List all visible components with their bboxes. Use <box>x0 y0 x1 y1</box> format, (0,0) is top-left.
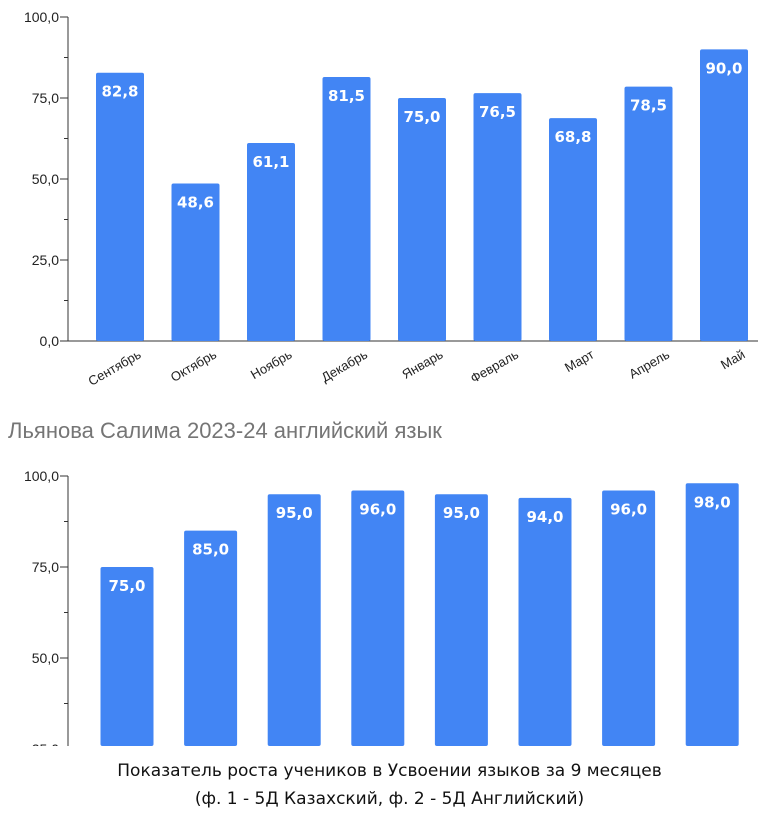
y-tick-label: 75,0 <box>32 559 59 575</box>
data-label: 94,0 <box>526 508 563 526</box>
data-label: 48,6 <box>177 194 214 212</box>
data-label: 75,0 <box>403 108 440 126</box>
x-tick-label: Сентябрь <box>86 346 144 388</box>
x-tick-label: Май <box>718 347 748 373</box>
bar <box>398 98 446 341</box>
data-label: 81,5 <box>328 87 365 105</box>
y-tick-label: 50,0 <box>32 171 59 187</box>
bar <box>267 494 321 746</box>
data-label: 96,0 <box>610 501 647 519</box>
bar <box>351 490 405 746</box>
chart-2: 25,0 50,0 75,0 100,0 75,0 85,0 95,0 96,0 95,0 94,… <box>24 468 739 746</box>
x-tick-label: Январь <box>399 346 445 381</box>
y-tick-label: 25,0 <box>32 741 59 746</box>
caption-line-1: Показатель роста учеников в Усвоении язы… <box>117 761 662 781</box>
data-label: 75,0 <box>108 577 145 595</box>
bar <box>685 483 739 746</box>
y-tick-label: 50,0 <box>32 650 59 666</box>
x-tick-label: Февраль <box>468 346 521 386</box>
bar <box>322 76 371 341</box>
bar <box>247 143 295 341</box>
x-tick-label: Апрель <box>626 347 672 382</box>
x-tick-label: Октябрь <box>168 346 219 384</box>
y-tick-label: 25,0 <box>32 252 59 268</box>
bar <box>624 86 673 341</box>
data-label: 76,5 <box>479 103 516 121</box>
data-label: 96,0 <box>359 501 396 519</box>
chart-1: 0,0 25,0 50,0 75,0 100,0 82,8 48,6 61,1 81,5 75,0… <box>24 9 758 389</box>
bar <box>518 497 572 746</box>
bar <box>96 72 144 341</box>
data-label: 95,0 <box>276 504 313 522</box>
data-label: 82,8 <box>101 83 138 101</box>
data-label: 90,0 <box>705 59 742 77</box>
chart-2-title: Льянова Салима 2023-24 английский язык <box>8 418 442 443</box>
y-tick-label: 75,0 <box>32 90 59 106</box>
y-tick-label: 100,0 <box>24 468 59 484</box>
y-tick-label: 0,0 <box>40 333 60 349</box>
bar <box>700 49 748 342</box>
data-label: 98,0 <box>694 493 731 511</box>
data-label: 68,8 <box>554 128 591 146</box>
data-label: 95,0 <box>443 504 480 522</box>
bar <box>549 118 597 341</box>
data-label: 85,0 <box>192 541 229 559</box>
figure-caption: Показатель роста учеников в Усвоении язы… <box>0 757 779 813</box>
x-tick-label: Ноябрь <box>248 346 295 382</box>
data-label: 61,1 <box>252 153 289 171</box>
bar <box>434 494 488 746</box>
bar <box>473 93 522 341</box>
x-tick-label: Март <box>562 347 596 376</box>
caption-line-2: (ф. 1 - 5Д Казахский, ф. 2 - 5Д Английск… <box>194 789 585 809</box>
x-tick-label: Декабрь <box>319 346 371 384</box>
y-tick-label: 100,0 <box>24 9 59 25</box>
bar <box>602 490 656 746</box>
bar <box>100 567 154 746</box>
bar <box>184 530 238 746</box>
bar <box>171 183 220 341</box>
data-label: 78,5 <box>630 97 667 115</box>
